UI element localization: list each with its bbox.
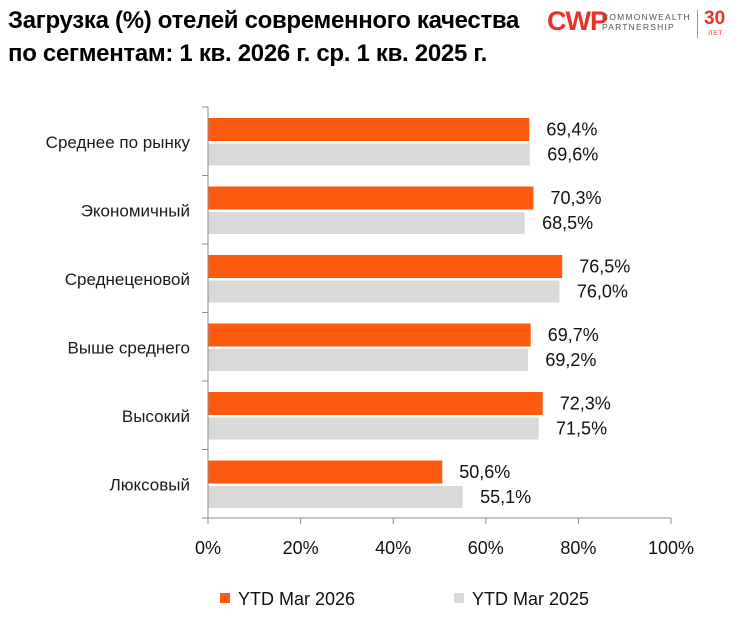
bar-2026: [208, 392, 543, 415]
data-label: 69,6%: [547, 145, 598, 165]
legend-swatch-2025: [454, 593, 464, 603]
logo-divider: [697, 10, 698, 38]
x-tick-label: 20%: [283, 538, 319, 558]
category-label: Люксовый: [110, 476, 190, 495]
logo-line-2: PARTNERSHIP: [602, 21, 675, 32]
x-tick-label: 60%: [468, 538, 504, 558]
data-label: 76,5%: [579, 257, 630, 277]
legend-swatch-2026: [220, 593, 230, 603]
category-label: Среднеценовой: [65, 270, 190, 289]
bar-2025: [207, 279, 561, 304]
x-tick-label: 40%: [375, 538, 411, 558]
bar-2025: [207, 142, 531, 167]
legend-label-2026: YTD Mar 2026: [238, 589, 355, 609]
bar-2026: [208, 118, 530, 141]
data-label: 68,5%: [542, 213, 593, 233]
bar-2026: [208, 323, 531, 347]
logo-company-name: COMMONWEALTH PARTNERSHIP: [602, 12, 691, 32]
category-label: Экономичный: [81, 202, 190, 221]
data-label: 69,4%: [546, 120, 597, 140]
category-label: Высокий: [122, 407, 190, 426]
bar-2026: [208, 460, 443, 484]
data-label: 70,3%: [550, 188, 601, 208]
bar-2026: [208, 186, 534, 210]
logo-line-1: COMMONWEALTH: [602, 12, 691, 22]
legend-label-2025: YTD Mar 2025: [472, 589, 589, 609]
logo-anniversary: 30: [704, 8, 726, 29]
category-label: Среднее по рынку: [46, 133, 191, 152]
data-label: 76,0%: [577, 282, 628, 302]
logo-mark: CWP: [547, 6, 608, 36]
data-label: 50,6%: [459, 462, 510, 482]
bar-2026: [208, 255, 563, 278]
chart-title: Загрузка (%) отелей современного качеств…: [8, 7, 520, 67]
logo-anniversary-unit: ЛЕТ: [708, 30, 724, 37]
bar-2025: [207, 485, 464, 509]
x-tick-label: 100%: [648, 538, 694, 558]
data-label: 71,5%: [556, 419, 607, 439]
data-label: 72,3%: [560, 394, 611, 414]
data-label: 69,2%: [545, 350, 596, 370]
bar-2025: [207, 211, 526, 235]
category-label: Выше среднего: [68, 339, 190, 358]
data-label: 69,7%: [548, 325, 599, 345]
bar-2025: [207, 416, 540, 441]
x-tick-label: 0%: [195, 538, 221, 558]
bar-2025: [207, 348, 529, 372]
company-logo: CWP COMMONWEALTH PARTNERSHIP 30 ЛЕТ: [547, 6, 737, 42]
x-tick-label: 80%: [560, 538, 596, 558]
data-label: 55,1%: [480, 487, 531, 507]
